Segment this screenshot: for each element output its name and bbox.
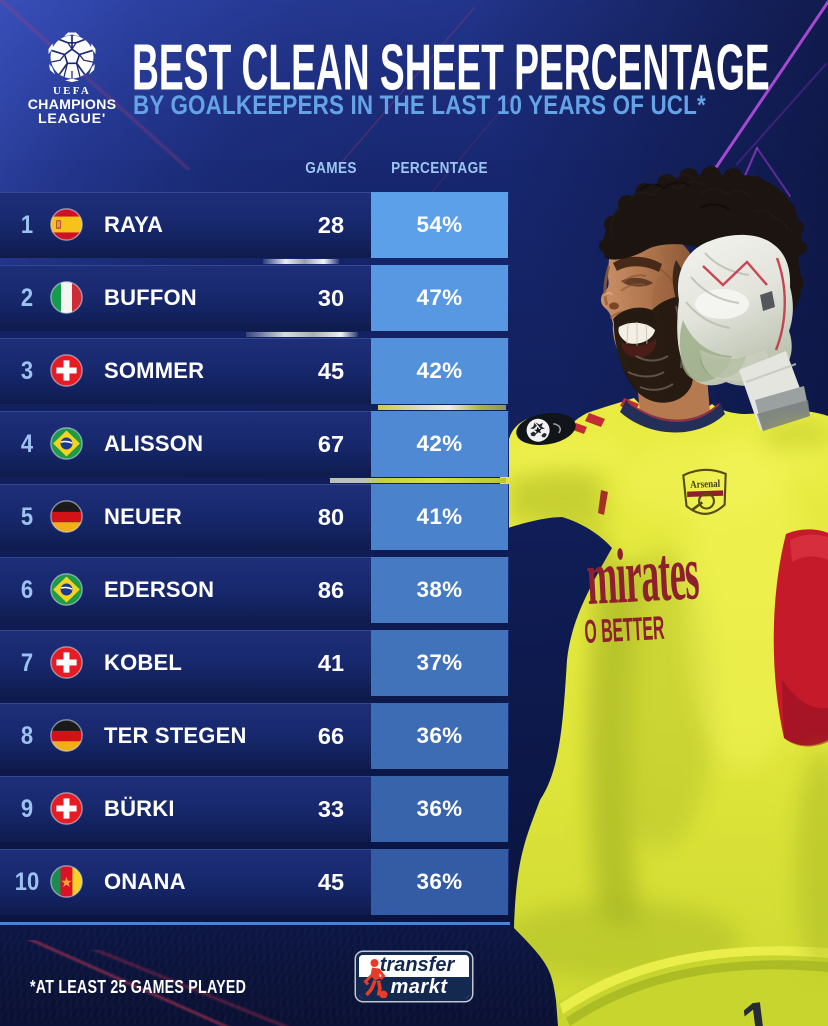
svg-text:O BETTER: O BETTER: [584, 611, 666, 651]
svg-text:CHAMPIONS: CHAMPIONS: [28, 97, 117, 113]
svg-text:LEAGUE': LEAGUE': [38, 111, 106, 127]
svg-text:mirates: mirates: [584, 530, 700, 621]
svg-text:Arsenal: Arsenal: [690, 478, 721, 491]
svg-text:UEFA: UEFA: [53, 85, 91, 97]
